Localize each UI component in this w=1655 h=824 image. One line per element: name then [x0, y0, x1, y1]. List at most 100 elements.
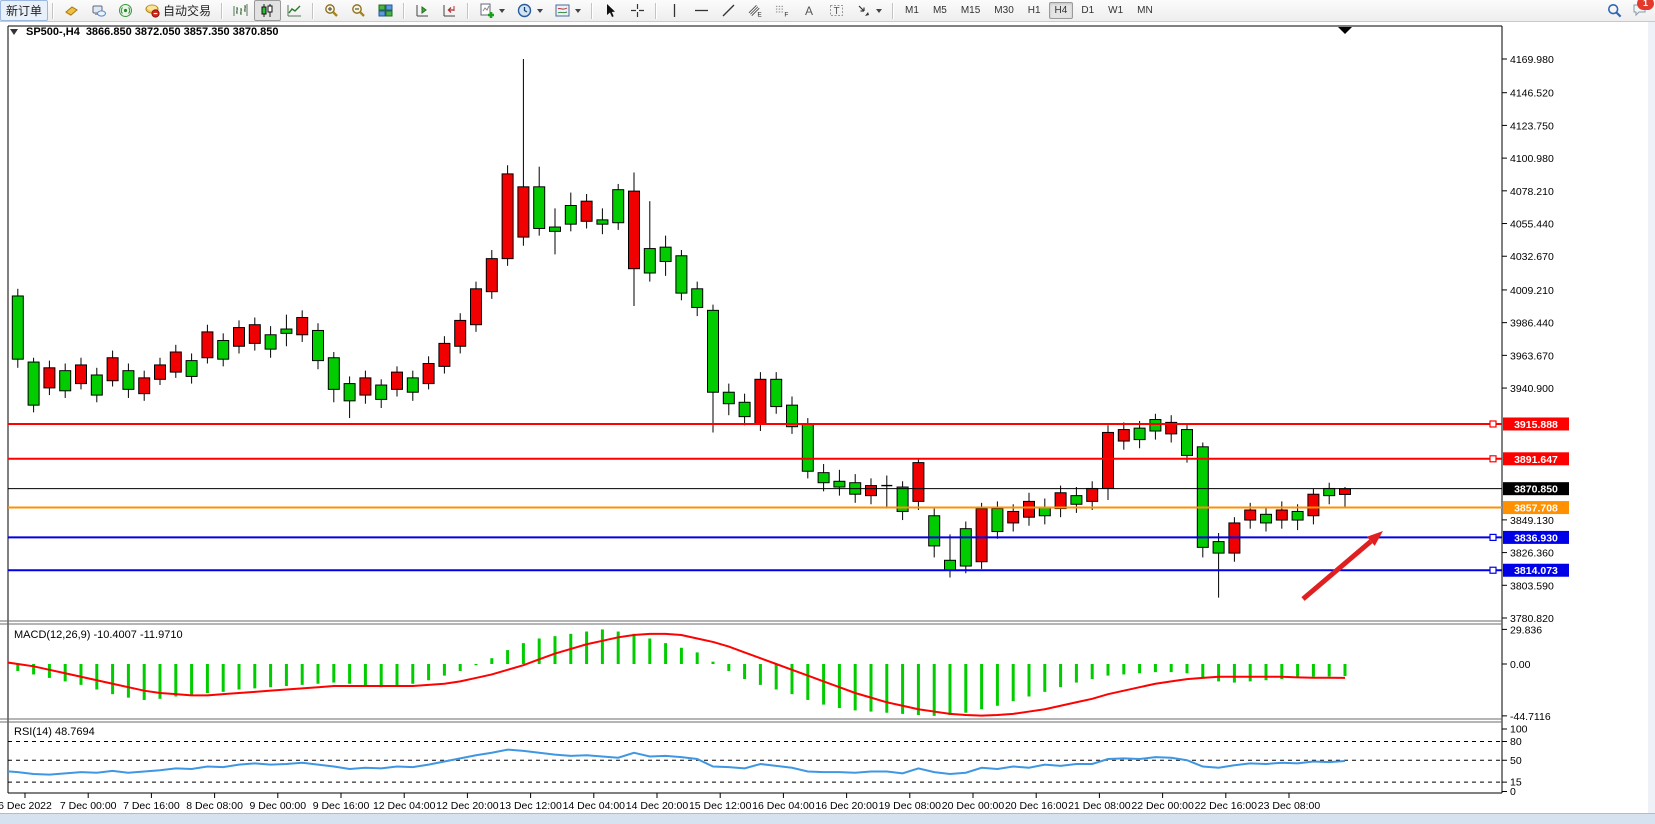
rsi-scale-label: 100: [1510, 724, 1528, 736]
signals-button[interactable]: [112, 0, 139, 21]
trend-arrow-head[interactable]: [1366, 531, 1383, 546]
auto-scroll-button[interactable]: [409, 0, 436, 21]
vertical-line-icon: [673, 4, 676, 17]
rsi-scale-label: 80: [1510, 736, 1522, 748]
signals-icon: [119, 4, 133, 17]
metaeditor-icon: [65, 6, 78, 16]
timeframe-button-m5[interactable]: M5: [932, 5, 947, 16]
trendline-tool-button[interactable]: [715, 0, 742, 21]
trend-arrow-shaft[interactable]: [1301, 539, 1373, 601]
timeframe-button-m1[interactable]: M1: [905, 5, 919, 16]
candle-body: [154, 364, 166, 380]
pane-separator-rsi[interactable]: [0, 718, 1502, 723]
zoom-in-button[interactable]: [318, 0, 345, 21]
price-tick-label: 3849.130: [1510, 515, 1554, 527]
candle-body: [959, 528, 972, 567]
price-tick-label: 4123.750: [1510, 120, 1554, 132]
timeframe-button-m15[interactable]: M15: [960, 5, 981, 16]
candlestick-chart-button[interactable]: [254, 0, 282, 21]
hline-edit-handle[interactable]: [1489, 420, 1497, 428]
annotations-layer: [1301, 27, 1383, 601]
virtual-hosting-button[interactable]: [85, 0, 112, 21]
search-icon[interactable]: [1607, 3, 1622, 18]
candle-body: [722, 391, 735, 405]
arrows-tool-button[interactable]: [850, 0, 888, 21]
macd-label: MACD(12,26,9) -10.4007 -11.9710: [14, 629, 183, 641]
metaeditor-button[interactable]: [58, 0, 85, 21]
horizontal-line-tool-button[interactable]: [688, 0, 715, 21]
pane-separator-macd[interactable]: [0, 620, 1502, 625]
line-chart-icon: [287, 5, 302, 17]
new-order-button[interactable]: 新订单: [0, 0, 49, 21]
time-tick-label: 8 Dec 08:00: [186, 800, 243, 812]
fibonacci-icon: F: [775, 5, 788, 18]
periods-button[interactable]: [511, 0, 549, 21]
crosshair-button[interactable]: [624, 0, 651, 21]
price-tick-label: 4009.210: [1510, 285, 1554, 297]
equidistant-channel-tool-button[interactable]: E: [742, 0, 769, 21]
line-chart-button[interactable]: [281, 0, 308, 21]
text-tool-icon: A: [805, 4, 813, 18]
price-badge-label: 3870.850: [1514, 484, 1558, 496]
timeframe-button-h4[interactable]: H4: [1048, 2, 1074, 19]
price-tick-label: 4078.210: [1510, 186, 1554, 198]
new-chart-button[interactable]: [473, 0, 511, 21]
horizontal-lines-layer: 3915.888 3891.647 3870.850 3857.708 3836.930…: [8, 417, 1569, 577]
candle-body: [675, 255, 688, 294]
price-badge: [1503, 482, 1569, 496]
timeframe-button-d1[interactable]: D1: [1081, 5, 1095, 16]
vertical-line-tool-button[interactable]: [661, 0, 688, 21]
arrows-tool-icon: [858, 5, 870, 16]
hline-edit-handle[interactable]: [1489, 533, 1497, 542]
algo-trading-button[interactable]: 自动交易: [139, 0, 217, 21]
rsi-label: RSI(14) 48.7694: [14, 726, 95, 738]
candle-body: [1149, 419, 1162, 432]
candle-body: [564, 204, 577, 225]
templates-button[interactable]: [549, 0, 587, 21]
hline-edit-handle[interactable]: [1489, 566, 1497, 574]
zoom-out-button[interactable]: [345, 0, 372, 21]
toolbar-separator: [655, 2, 658, 19]
chart-shift-button[interactable]: [436, 0, 463, 21]
candle-body: [438, 342, 451, 367]
bar-chart-button[interactable]: [227, 0, 254, 21]
candle-body: [422, 362, 435, 385]
candle-body: [11, 295, 24, 360]
timeframe-button-m30[interactable]: M30: [994, 5, 1014, 16]
rsi-scale-label: 0: [1510, 786, 1516, 798]
chart-menu-triangle-icon[interactable]: [10, 29, 18, 35]
notifications-chat-button[interactable]: 1: [1632, 0, 1654, 20]
candle-body: [233, 327, 245, 347]
price-badge-label: 3814.073: [1514, 565, 1558, 577]
toolbar-separator: [892, 2, 895, 19]
candle-body: [359, 377, 372, 396]
candle-body: [122, 370, 135, 390]
candle-body: [1275, 509, 1288, 521]
cursor-button[interactable]: [597, 0, 624, 21]
chart-shift-marker[interactable]: [1338, 27, 1352, 34]
hline-edit-handle[interactable]: [1489, 455, 1497, 463]
window-right-edge: [1648, 21, 1655, 813]
equidistant-channel-icon: E: [748, 5, 762, 18]
candle-body: [1291, 510, 1304, 521]
fibonacci-tool-button[interactable]: F: [769, 0, 796, 21]
time-tick-label: 20 Dec 16:00: [1005, 800, 1068, 812]
candle-body: [501, 173, 514, 260]
svg-text:E: E: [757, 12, 762, 18]
timeframe-button-h1[interactable]: H1: [1027, 5, 1041, 16]
timeframe-button-mn[interactable]: MN: [1137, 5, 1153, 16]
timeframe-button-w1[interactable]: W1: [1108, 5, 1124, 16]
price-badge-label: 3915.888: [1514, 419, 1558, 431]
new-order-label: 新订单: [6, 4, 43, 18]
tile-windows-button[interactable]: [372, 0, 399, 21]
time-tick-label: 22 Dec 16:00: [1195, 800, 1258, 812]
candle-body: [549, 226, 561, 232]
candle-body: [612, 189, 625, 224]
text-tool-button[interactable]: A: [796, 0, 823, 21]
price-badge: [1503, 501, 1569, 515]
candle-body: [643, 248, 656, 274]
text-label-tool-button[interactable]: T: [823, 0, 850, 21]
candle-body: [485, 258, 498, 293]
timeframe-group: M1 M5 M15 M30 H1 H4 D1 W1 MN: [898, 2, 1160, 19]
